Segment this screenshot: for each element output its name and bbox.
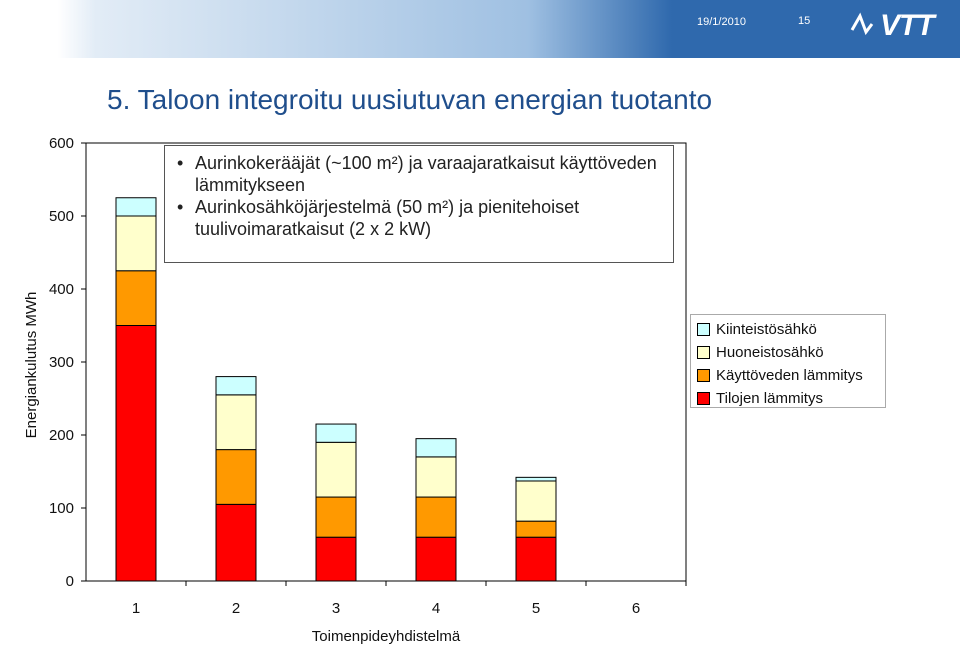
x-tick-label: 1	[132, 600, 140, 617]
bar-segment	[215, 449, 257, 505]
y-tick-label: 0	[66, 573, 74, 590]
x-tick-label: 2	[232, 600, 240, 617]
bar-segment	[115, 197, 157, 217]
legend-item: Tilojen lämmitys	[697, 387, 879, 410]
logo-text: VTT	[880, 9, 935, 42]
bar-segment	[415, 438, 457, 458]
legend-item: Käyttöveden lämmitys	[697, 364, 879, 387]
x-tick-label: 5	[532, 600, 540, 617]
bar-segment	[415, 496, 457, 538]
legend-item: Kiinteistösähkö	[697, 318, 879, 341]
bar-segment	[215, 503, 257, 582]
header-date: 19/1/2010	[697, 16, 746, 28]
bar-segment	[315, 423, 357, 443]
chart-ticks: 0 100 200 300 400 500 600 1 2 3 4 5 6	[49, 135, 687, 617]
x-tick-label: 3	[332, 600, 340, 617]
vtt-logo	[848, 6, 948, 52]
bar-segment	[315, 496, 357, 538]
bar-segment	[415, 536, 457, 582]
y-tick-label: 300	[49, 354, 74, 371]
bar-segment	[215, 376, 257, 396]
x-axis-label: Toimenpideyhdistelmä	[312, 628, 461, 645]
chart-legend: Kiinteistösähkö Huoneistosähkö Käyttöved…	[690, 314, 886, 408]
legend-label: Kiinteistösähkö	[716, 321, 817, 338]
bar-segment	[315, 441, 357, 498]
bullet-item: Aurinkokerääjät (~100 m²) ja varaajaratk…	[173, 152, 665, 196]
y-tick-label: 400	[49, 281, 74, 298]
bar-segment	[415, 456, 457, 498]
header-gradient	[0, 0, 960, 58]
legend-swatch	[697, 346, 710, 359]
bar-segment	[515, 480, 557, 522]
legend-label: Tilojen lämmitys	[716, 390, 823, 407]
legend-label: Huoneistosähkö	[716, 344, 824, 361]
page-number: 15	[798, 15, 811, 27]
y-tick-label: 500	[49, 208, 74, 225]
legend-swatch	[697, 323, 710, 336]
legend-item: Huoneistosähkö	[697, 341, 879, 364]
x-tick-label: 4	[432, 600, 440, 617]
y-tick-label: 600	[49, 135, 74, 152]
bar-segment	[515, 520, 557, 538]
legend-swatch	[697, 392, 710, 405]
bar-segment	[315, 536, 357, 582]
logo-wave-icon	[850, 12, 874, 36]
bar-segment	[515, 536, 557, 582]
bullet-item: Aurinkosähköjärjestelmä (50 m²) ja pieni…	[173, 196, 665, 240]
legend-label: Käyttöveden lämmitys	[716, 367, 863, 384]
chart-bars	[115, 197, 557, 582]
y-tick-label: 100	[49, 500, 74, 517]
bar-segment	[515, 476, 557, 482]
bar-segment	[215, 394, 257, 451]
x-tick-label: 6	[632, 600, 640, 617]
bar-segment	[115, 215, 157, 272]
bar-segment	[115, 270, 157, 326]
y-axis-label: Energiankulutus MWh	[23, 292, 40, 439]
slide-title: 5. Taloon integroitu uusiutuvan energian…	[107, 84, 713, 115]
bar-segment	[115, 325, 157, 582]
legend-swatch	[697, 369, 710, 382]
bullet-box: Aurinkokerääjät (~100 m²) ja varaajaratk…	[164, 145, 674, 263]
y-tick-label: 200	[49, 427, 74, 444]
